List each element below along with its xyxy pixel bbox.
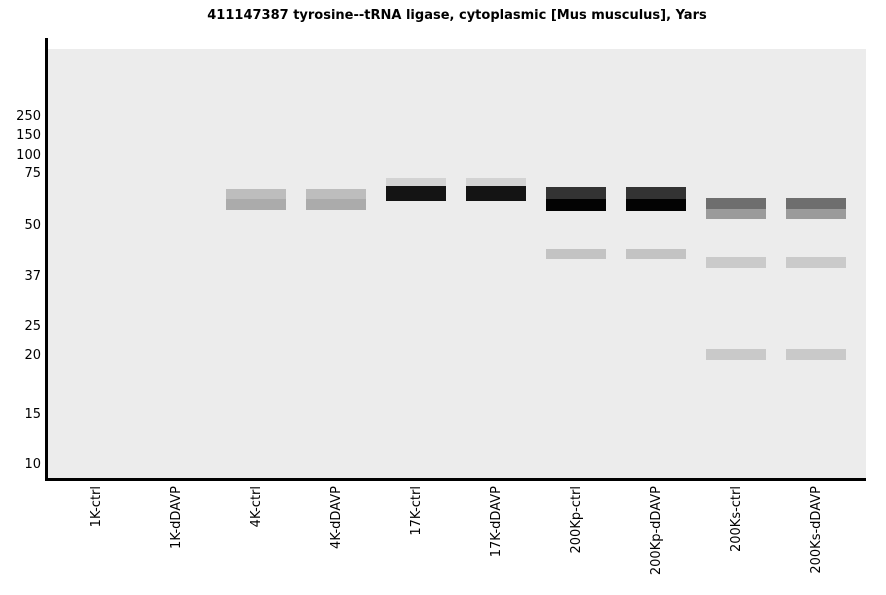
gel-band-segment bbox=[626, 199, 686, 211]
x-tick-label: 200Ks-ctrl bbox=[729, 486, 744, 553]
gel-band-segment bbox=[626, 187, 686, 199]
gel-band-segment bbox=[546, 249, 606, 259]
gel-band-segment bbox=[786, 209, 846, 219]
y-tick-label: 15 bbox=[24, 407, 41, 422]
gel-band-segment bbox=[306, 189, 366, 199]
y-axis-line bbox=[45, 38, 48, 481]
x-tick-label: 1K-ctrl bbox=[89, 486, 104, 528]
gel-band-segment bbox=[626, 249, 686, 259]
gel-band-segment bbox=[706, 349, 766, 360]
y-tick-label: 37 bbox=[24, 269, 41, 284]
y-tick-label: 50 bbox=[24, 218, 41, 233]
gel-band-segment bbox=[386, 178, 446, 186]
y-tick-label: 25 bbox=[24, 319, 41, 334]
y-tick-label: 10 bbox=[24, 457, 41, 472]
y-tick-label: 250 bbox=[16, 109, 41, 124]
x-tick-label: 4K-ctrl bbox=[249, 486, 264, 528]
y-tick-label: 100 bbox=[16, 148, 41, 163]
y-tick-label: 20 bbox=[24, 348, 41, 363]
gel-band-segment bbox=[706, 209, 766, 219]
gel-band-segment bbox=[786, 198, 846, 209]
x-axis-line bbox=[45, 478, 866, 481]
gel-band-segment bbox=[706, 198, 766, 209]
gel-band-segment bbox=[786, 257, 846, 268]
gel-band-segment bbox=[786, 349, 846, 360]
gel-band-segment bbox=[386, 186, 446, 201]
x-tick-label: 17K-dDAVP bbox=[489, 486, 504, 558]
x-tick-label: 200Ks-dDAVP bbox=[809, 486, 824, 574]
x-tick-label: 4K-dDAVP bbox=[329, 486, 344, 549]
y-tick-label: 150 bbox=[16, 128, 41, 143]
x-tick-label: 1K-dDAVP bbox=[169, 486, 184, 549]
gel-band-segment bbox=[466, 178, 526, 186]
gel-band-segment bbox=[466, 186, 526, 201]
y-tick-label: 75 bbox=[24, 166, 41, 181]
chart-title: 411147387 tyrosine--tRNA ligase, cytopla… bbox=[207, 8, 707, 23]
gel-band-segment bbox=[226, 189, 286, 199]
gel-band-segment bbox=[546, 187, 606, 199]
x-tick-label: 200Kp-ctrl bbox=[569, 486, 584, 554]
x-tick-label: 17K-ctrl bbox=[409, 486, 424, 536]
gel-band-segment bbox=[306, 199, 366, 210]
gel-band-segment bbox=[226, 199, 286, 210]
gel-band-segment bbox=[546, 199, 606, 211]
x-tick-label: 200Kp-dDAVP bbox=[649, 486, 664, 576]
gel-band-segment bbox=[706, 257, 766, 268]
